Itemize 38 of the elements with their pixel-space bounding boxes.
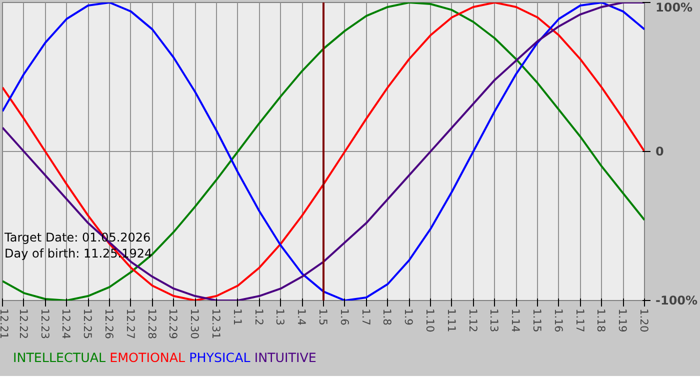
text: EMOTIONAL bbox=[110, 350, 186, 365]
x-tick-label: 1.8 bbox=[380, 308, 394, 326]
x-tick-label: 1.9 bbox=[402, 308, 416, 326]
x-tick-label: 12.30 bbox=[188, 308, 202, 340]
x-tick-label: 12.28 bbox=[145, 308, 158, 340]
x-tick-label: 1.12 bbox=[466, 308, 480, 332]
y-tick-label: -100% bbox=[656, 294, 698, 308]
x-tick-label: 1.13 bbox=[488, 308, 501, 332]
x-tick-label: 12.25 bbox=[81, 308, 94, 340]
x-tick-label: 12.22 bbox=[16, 308, 30, 340]
text: PHYSICAL bbox=[189, 350, 250, 365]
x-tick-label: 12.21 bbox=[0, 308, 10, 340]
x-tick-label: 12.31 bbox=[210, 308, 222, 340]
x-tick-label: 1.18 bbox=[594, 308, 608, 332]
x-tick-label: 1.7 bbox=[359, 308, 372, 326]
x-tick-label: 1.11 bbox=[444, 308, 458, 332]
x-tick-label: 1.15 bbox=[530, 308, 544, 332]
x-tick-label: 1.3 bbox=[274, 308, 287, 326]
x-tick-label: 1.16 bbox=[552, 308, 565, 332]
x-tick-label: 1.1 bbox=[230, 308, 244, 326]
text: INTUITIVE bbox=[254, 350, 316, 365]
x-tick-label: 1.2 bbox=[252, 308, 266, 326]
x-tick-label: 1.17 bbox=[573, 308, 586, 332]
x-tick-label: 1.19 bbox=[616, 308, 630, 332]
x-tick-label: 1.10 bbox=[424, 308, 436, 332]
x-tick-label: 12.29 bbox=[166, 308, 180, 340]
y-tick-label: 0 bbox=[656, 144, 664, 158]
x-tick-label: 12.23 bbox=[38, 308, 52, 340]
text: INTELLECTUAL bbox=[13, 350, 106, 365]
y-tick-label: 100% bbox=[656, 0, 693, 14]
x-tick-label: 12.27 bbox=[124, 308, 137, 340]
x-tick-label: 1.6 bbox=[338, 308, 351, 326]
x-tick-label: 1.14 bbox=[509, 308, 522, 332]
x-tick-label: 1.5 bbox=[316, 308, 330, 326]
x-tick-label: 1.20 bbox=[638, 308, 650, 332]
x-tick-label: 1.4 bbox=[295, 308, 308, 326]
x-tick-label: 12.24 bbox=[60, 308, 73, 340]
x-tick-label: 12.26 bbox=[102, 308, 116, 340]
